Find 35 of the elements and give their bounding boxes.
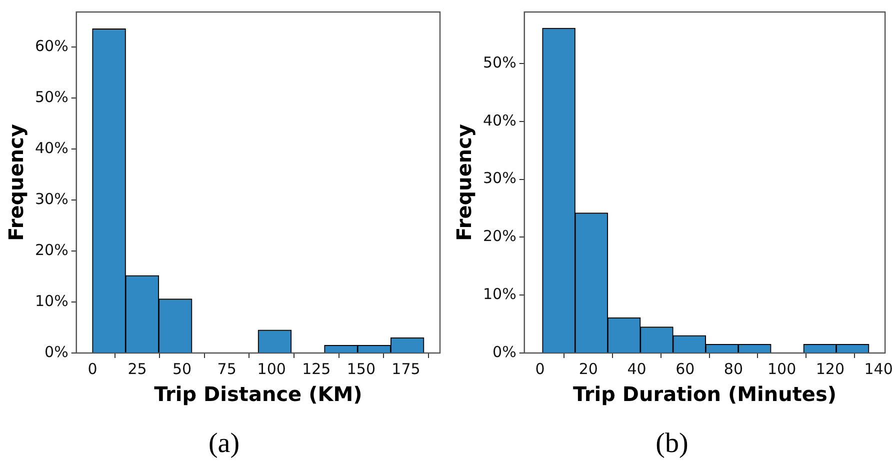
y-tick-label: 20% [34,240,68,259]
text: (a) [208,428,240,460]
x-tick-label: 25 [128,360,147,378]
x-tick-label: 75 [217,360,236,378]
x-tick-label: 40 [627,360,646,378]
x-tick-label: 100 [768,360,796,378]
x-tick-label: 125 [302,360,331,378]
y-tick-label: 0% [492,342,516,361]
x-tick-label: 0 [535,360,545,378]
x-tick-label: 140 [864,360,893,378]
y-tick-label: 30% [482,169,516,188]
x-axis-title: Trip Duration (Minutes) [572,382,836,406]
x-axis-title: Trip Distance (KM) [154,382,362,406]
x-tick-label: 100 [257,360,286,378]
text: (b) [656,428,688,460]
x-tick-label: 60 [676,360,695,378]
y-axis-title: Frequency [4,124,28,242]
x-tick-label: 80 [724,360,744,378]
x-tick-label: 20 [578,360,598,378]
y-axis-title: Frequency [452,124,476,242]
x-tick-label: 0 [88,360,98,378]
x-tick-label: 150 [346,360,376,378]
y-tick-label: 40% [482,111,516,130]
y-tick-label: 10% [482,284,516,303]
x-tick-label: 120 [816,360,845,378]
y-tick-label: 50% [34,88,68,106]
x-tick-label: 175 [392,360,420,378]
y-tick-label: 30% [34,190,68,208]
y-tick-label: 10% [34,292,68,310]
y-tick-label: 0% [44,342,68,361]
y-tick-label: 50% [482,53,516,72]
x-tick-label: 50 [172,360,192,378]
y-tick-label: 20% [482,227,516,246]
y-tick-label: 60% [34,37,68,56]
y-tick-label: 40% [34,139,68,158]
